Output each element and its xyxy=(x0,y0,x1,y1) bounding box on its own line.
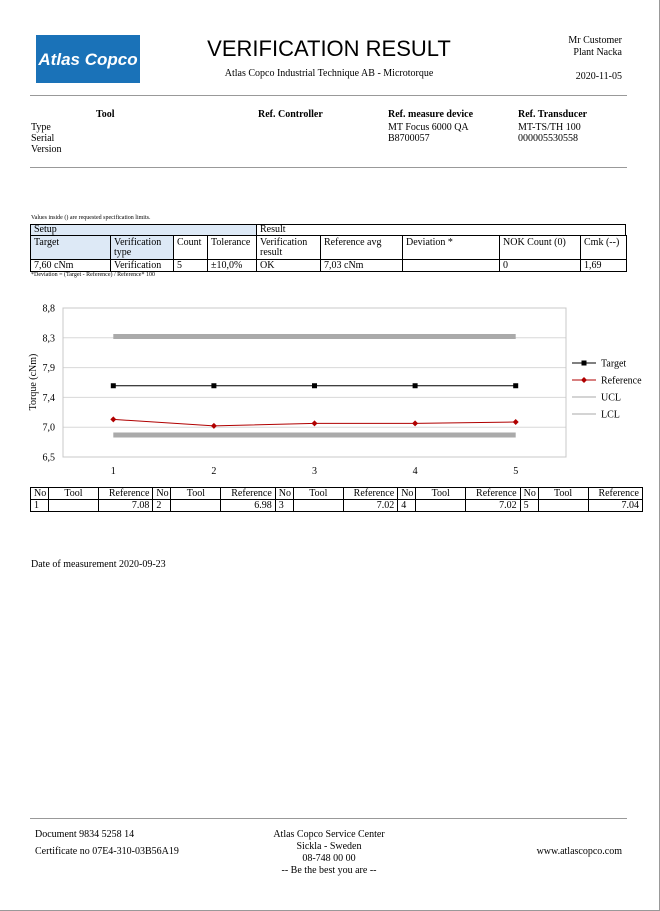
logo-text: Atlas Copco xyxy=(38,50,138,69)
info-line: Type xyxy=(31,122,51,133)
table-cell xyxy=(415,499,467,512)
info-line: Version xyxy=(31,144,62,155)
table-cell: 7.02 xyxy=(342,499,399,512)
x-tick-label: 5 xyxy=(513,466,518,477)
legend-label: UCL xyxy=(601,393,621,404)
customer: Mr Customer xyxy=(568,35,622,46)
info-line: B8700057 xyxy=(388,133,430,144)
report-date: 2020-11-05 xyxy=(575,71,622,82)
table-cell: 7,60 cNm xyxy=(30,259,111,272)
marker xyxy=(513,383,519,389)
marker xyxy=(311,420,318,427)
certificate: Certificate no 07E4-310-03B56A19 xyxy=(35,846,179,857)
marker xyxy=(512,419,519,426)
footer-line: -- Be the best you are -- xyxy=(281,865,377,876)
footer-line: 08-748 00 00 xyxy=(302,853,356,864)
marker xyxy=(211,383,217,389)
table-cell xyxy=(48,499,99,512)
table-cell: 3 xyxy=(274,499,294,512)
table-cell: 5 xyxy=(519,499,539,512)
table-cell: Verification xyxy=(110,259,174,272)
column-header: Verification result xyxy=(256,235,321,260)
table-cell xyxy=(402,259,500,272)
column-header: Count xyxy=(173,235,208,260)
divider xyxy=(30,818,627,819)
table-cell: 7.02 xyxy=(465,499,521,512)
x-tick-label: 3 xyxy=(312,466,317,477)
legend-label: Target xyxy=(601,359,626,370)
column-header: Deviation * xyxy=(402,235,500,260)
plot-border xyxy=(62,307,567,458)
marker xyxy=(581,360,587,366)
info-heading: Tool xyxy=(96,109,115,120)
y-tick-label: 7,4 xyxy=(43,393,56,404)
document-number: Document 9834 5258 14 xyxy=(35,829,135,840)
table-cell: 7.08 xyxy=(98,499,154,512)
table-cell xyxy=(170,499,222,512)
info-line: 000005530558 xyxy=(518,133,578,144)
table-cell: ±10,0% xyxy=(207,259,257,272)
y-tick-label: 8,3 xyxy=(43,333,56,344)
legend-label: LCL xyxy=(601,410,620,421)
chart: Torque (cNm) 6,5 7,0 7,4 7,9 8,3 8,8 1 2 3 4 5 Targ… xyxy=(28,304,642,478)
marker xyxy=(110,416,117,423)
divider xyxy=(30,95,627,96)
info-heading: Ref. Controller xyxy=(258,109,323,120)
info-line: MT Focus 6000 QA xyxy=(388,122,469,133)
marker xyxy=(412,383,418,389)
table-cell: 2 xyxy=(152,499,172,512)
footer-line: Sickla - Sweden xyxy=(296,841,362,852)
logo xyxy=(36,35,140,83)
subtitle: Atlas Copco Industrial Technique AB - Mi… xyxy=(224,68,434,79)
y-tick-label: 6,5 xyxy=(43,453,56,464)
info-line: MT-TS/TH 100 xyxy=(518,122,581,133)
table-cell: OK xyxy=(256,259,321,272)
setup-footnote: *Deviation = (Target - Reference) / Refe… xyxy=(31,272,155,278)
info-heading: Ref. Transducer xyxy=(518,109,588,120)
x-tick-label: 1 xyxy=(111,466,116,477)
marker xyxy=(581,377,587,383)
table-cell: 0 xyxy=(499,259,581,272)
marker xyxy=(412,420,419,427)
y-tick-label: 7,9 xyxy=(43,363,56,374)
x-tick-label: 4 xyxy=(413,466,418,477)
column-header: Reference avg xyxy=(320,235,403,260)
date-of-measurement: Date of measurement 2020-09-23 xyxy=(31,559,166,570)
column-header: NOK Count (0) xyxy=(499,235,581,260)
plant: Plant Nacka xyxy=(573,47,622,58)
table-cell: 1,69 xyxy=(580,259,627,272)
column-header: Cmk (--) xyxy=(580,235,627,260)
website: www.atlascopco.com xyxy=(536,846,622,857)
table-cell: 6.98 xyxy=(220,499,276,512)
column-header: Tolerance xyxy=(207,235,257,260)
marker xyxy=(312,383,317,389)
x-tick-label: 2 xyxy=(211,466,216,477)
column-header: Verification type xyxy=(110,235,174,260)
table-cell: 1 xyxy=(30,499,49,512)
y-axis-label: Torque (cNm) xyxy=(28,354,39,411)
table-cell: 5 xyxy=(173,259,208,272)
info-heading: Ref. measure device xyxy=(388,109,474,120)
table-cell xyxy=(537,499,589,512)
title: VERIFICATION RESULT xyxy=(207,36,451,61)
table-cell: 7.04 xyxy=(587,499,643,512)
column-header: Target xyxy=(30,235,111,260)
table-cell: 4 xyxy=(397,499,417,512)
footer-line: Atlas Copco Service Center xyxy=(273,829,385,840)
setup-note: Values inside () are requested specifica… xyxy=(31,215,151,221)
marker xyxy=(110,383,116,389)
divider xyxy=(30,167,627,168)
table-cell xyxy=(292,499,344,512)
info-line: Serial xyxy=(31,133,55,144)
legend-label: Reference xyxy=(601,376,642,387)
marker xyxy=(210,422,217,429)
y-tick-label: 8,8 xyxy=(43,304,56,315)
table-cell: 7,03 cNm xyxy=(320,259,403,272)
y-tick-label: 7,0 xyxy=(43,423,56,434)
